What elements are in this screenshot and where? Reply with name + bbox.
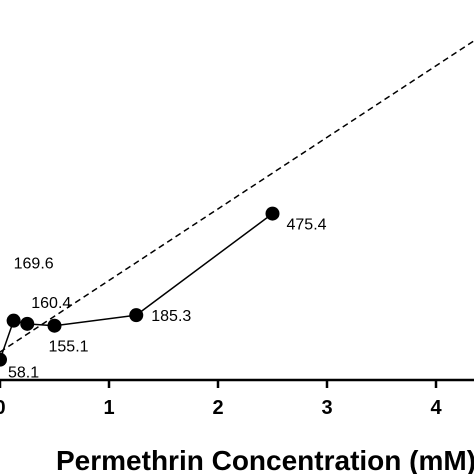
data-point-169.6 <box>6 313 21 328</box>
data-label-58.1: 58.1 <box>8 365 39 382</box>
data-point-155.1 <box>47 318 62 333</box>
data-label-155.1: 155.1 <box>49 339 89 356</box>
data-point-160.4 <box>20 316 35 331</box>
x-tick-label-1: 1 <box>103 397 114 419</box>
x-tick-label-3: 3 <box>321 397 332 419</box>
data-point-58.1 <box>0 352 7 367</box>
x-axis-title: Permethrin Concentration (mM) <box>56 445 474 474</box>
x-tick-label-2: 2 <box>212 397 223 419</box>
data-point-185.3 <box>129 308 144 323</box>
x-tick-label-0: 0 <box>0 397 6 419</box>
data-label-185.3: 185.3 <box>151 308 191 325</box>
trend-line-dashed <box>0 40 474 353</box>
data-label-475.4: 475.4 <box>287 217 327 234</box>
data-point-475.4 <box>265 206 280 221</box>
data-label-160.4: 160.4 <box>31 295 71 312</box>
data-label-169.6: 169.6 <box>14 256 54 273</box>
data-series-line <box>0 213 273 360</box>
plot-area: 0 1 2 3 4 58.1 169.6 160.4 155.1 185.3 475.4 <box>0 40 474 419</box>
x-tick-label-4: 4 <box>430 397 442 419</box>
